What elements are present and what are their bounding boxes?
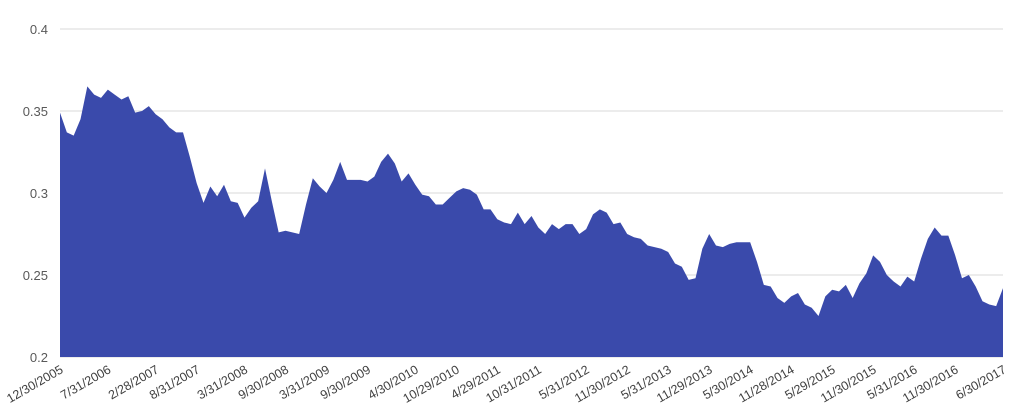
x-tick-label: 7/31/2006 [58,362,113,402]
x-tick-label: 6/30/2017 [953,362,1008,402]
y-tick-label: 0.35 [23,104,48,119]
x-tick-label: 12/30/2005 [4,362,65,405]
y-tick-label: 0.25 [23,268,48,283]
x-axis-tick-labels: 12/30/20057/31/20062/28/20078/31/20073/3… [4,362,1008,405]
y-axis-tick-labels: 0.2 0.25 0.3 0.35 0.4 [23,22,48,365]
y-tick-label: 0.3 [30,186,48,201]
data-area-series [60,86,1003,358]
y-tick-label: 0.2 [30,350,48,365]
y-tick-label: 0.4 [30,22,48,37]
